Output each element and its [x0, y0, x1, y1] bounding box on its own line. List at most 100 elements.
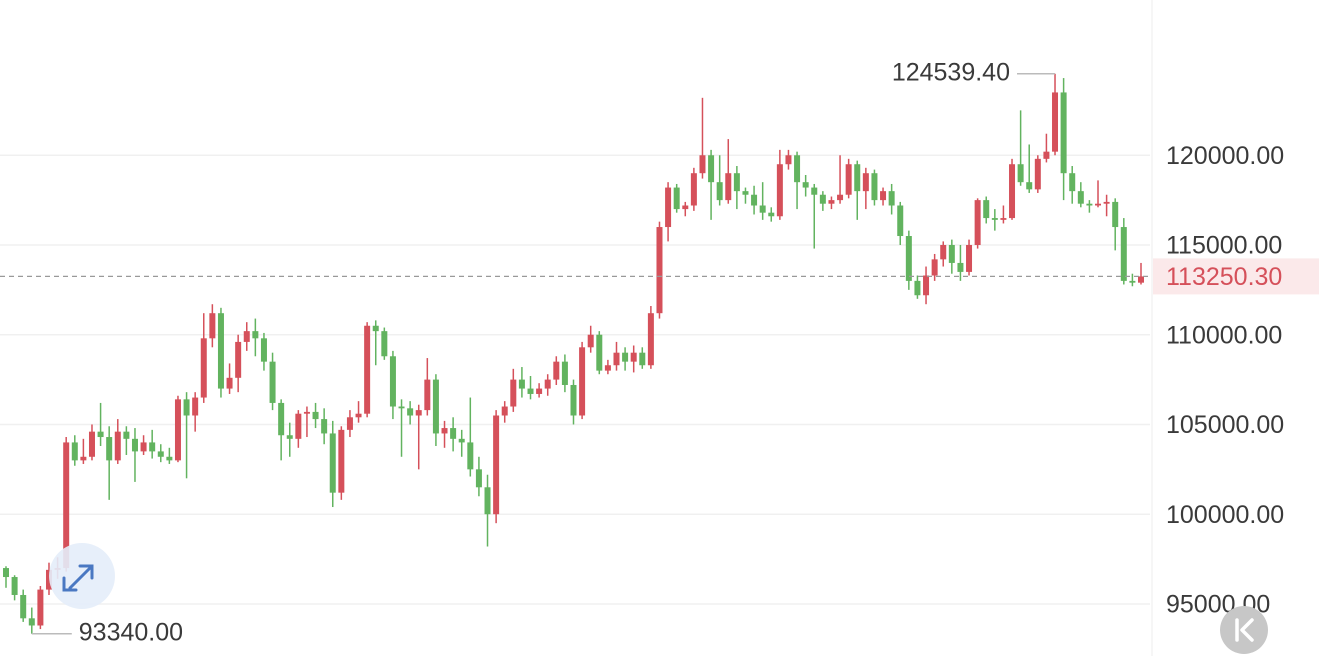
candle-body [1086, 203, 1093, 206]
plot: 95000.00100000.00105000.00110000.0011500… [0, 58, 1319, 646]
candle-body [759, 205, 766, 213]
candle-body [1052, 92, 1059, 152]
candle-body [192, 397, 199, 416]
candle-body [837, 194, 844, 201]
expand-icon [62, 564, 94, 592]
candle-body [983, 200, 990, 219]
last-price-bg [1153, 258, 1319, 295]
candle-body [140, 442, 147, 452]
candle-body [303, 411, 310, 414]
candle-body [338, 429, 345, 493]
candle-body [252, 331, 259, 339]
candle-body [166, 456, 173, 461]
candle-body [639, 352, 646, 366]
candle-body [1077, 191, 1084, 204]
candle-body [776, 164, 783, 217]
candle-body [114, 431, 121, 461]
candle-body [389, 356, 396, 407]
candle-body [923, 275, 930, 296]
candle-body [329, 433, 336, 493]
candle-body [854, 164, 861, 192]
candle-body [71, 442, 78, 461]
candle-body [398, 406, 405, 409]
candle-body [1120, 227, 1127, 281]
candle-body [811, 187, 818, 195]
candle-body [346, 417, 353, 430]
candle-body [957, 262, 964, 272]
candle-body [37, 589, 44, 626]
candle-body [157, 451, 164, 457]
candle-body [544, 379, 551, 389]
candle-body [682, 205, 689, 210]
candle-body [622, 352, 629, 362]
candle-body [1129, 280, 1136, 283]
candle-body [174, 399, 181, 461]
candle-body [235, 341, 242, 378]
candle-body [200, 338, 207, 398]
candle-body [450, 428, 457, 439]
candle-body [355, 413, 362, 418]
candle-body [708, 155, 715, 183]
candle-body [364, 325, 371, 414]
candle-body [63, 442, 70, 569]
candle-body [673, 187, 680, 210]
expand-button[interactable] [49, 543, 115, 609]
candle-body [604, 365, 611, 371]
candle-body [321, 419, 328, 434]
candle-body [1103, 201, 1110, 204]
candle-body [862, 173, 869, 192]
candle-body [1000, 218, 1007, 220]
candle-body [905, 236, 912, 281]
candle-body [553, 361, 560, 380]
candle-body [1017, 164, 1024, 183]
candle-body [871, 173, 878, 201]
y-tick-label: 120000.00 [1166, 142, 1284, 170]
candle-body [733, 173, 740, 192]
candle-body [527, 388, 534, 394]
candle-body [441, 428, 448, 434]
candle-body [656, 227, 663, 314]
candle-body [931, 259, 938, 276]
candle-body [1069, 173, 1076, 192]
candle-body [1095, 203, 1102, 206]
candle-body [458, 438, 465, 443]
candle-body [123, 431, 130, 439]
candle-body [217, 313, 224, 389]
candle-body [28, 618, 35, 626]
candle-body [11, 577, 18, 595]
candle-body [785, 155, 792, 165]
candle-body [828, 200, 835, 204]
candle-body [897, 205, 904, 237]
candle-body [88, 431, 95, 457]
candle-body [940, 244, 947, 260]
candle-body [149, 442, 156, 452]
y-tick-label: 100000.00 [1166, 501, 1284, 529]
max-marker-label: 124539.40 [892, 58, 1010, 86]
candle-body [751, 194, 758, 206]
candle-body [665, 187, 672, 228]
collapse-icon [1235, 618, 1254, 642]
candle-body [1043, 151, 1050, 159]
candle-body [587, 334, 594, 348]
candle-body [716, 182, 723, 201]
candle-body [80, 456, 87, 461]
candle-body [1009, 164, 1016, 219]
candle-body [948, 244, 955, 263]
candle-body [1060, 92, 1067, 174]
min-marker-label: 93340.00 [79, 618, 183, 646]
candle-body [742, 191, 749, 195]
candle-body [819, 194, 826, 204]
candle-body [131, 438, 138, 452]
candle-body [510, 379, 517, 407]
candle-body [209, 313, 216, 339]
candle-body [312, 411, 319, 420]
candle-body [518, 379, 525, 389]
candle-body [570, 384, 577, 416]
y-tick-label: 110000.00 [1166, 321, 1282, 349]
candle-body [974, 200, 981, 245]
collapse-button[interactable] [1220, 606, 1268, 654]
candle-body [888, 191, 895, 206]
candle-body [725, 173, 732, 201]
candle-body [415, 410, 422, 416]
